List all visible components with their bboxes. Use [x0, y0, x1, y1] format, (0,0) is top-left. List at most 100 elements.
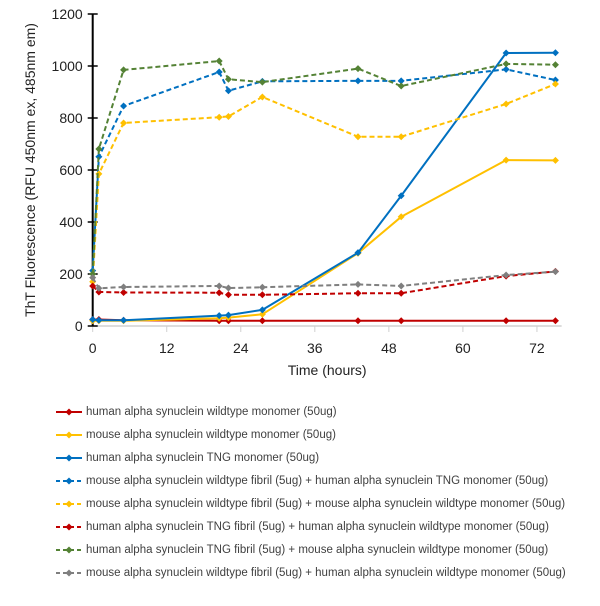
data-point [502, 100, 510, 108]
data-point [551, 80, 559, 88]
series-2 [89, 156, 559, 325]
data-point [95, 316, 103, 324]
data-point [224, 87, 232, 95]
data-point [502, 49, 510, 57]
y-tick-label: 200 [59, 266, 83, 282]
data-point [95, 170, 103, 178]
data-point [258, 283, 266, 291]
data-point [120, 316, 128, 324]
data-point [215, 113, 223, 121]
y-tick-label: 400 [59, 214, 83, 230]
series-line [92, 270, 556, 296]
legend-item: human alpha synuclein wildtype monomer (… [55, 400, 595, 423]
legend-label: human alpha synuclein wildtype monomer (… [86, 405, 337, 418]
data-point [95, 284, 103, 292]
data-point [120, 66, 128, 74]
series-5 [89, 80, 559, 286]
legend-item: mouse alpha synuclein wildtype monomer (… [55, 423, 595, 446]
y-tick-label: 800 [59, 110, 83, 126]
series-line [92, 159, 556, 322]
y-tick-label: 1200 [52, 6, 83, 22]
x-tick-label: 0 [89, 340, 97, 356]
data-point [89, 270, 97, 278]
data-point [215, 68, 223, 76]
legend-swatch [56, 477, 82, 484]
legend-item: mouse alpha synuclein wildtype fibril (5… [55, 561, 595, 584]
data-point [224, 75, 232, 83]
series-line [91, 83, 556, 282]
chart: 0 12 24 36 48 60 72 0 200 400 600 800 1000 1200 Time (… [22, 6, 562, 378]
data-point [354, 133, 362, 141]
data-point [95, 288, 103, 296]
legend-item: mouse alpha synuclein wildtype fibril (5… [55, 492, 595, 515]
data-point [397, 133, 405, 141]
data-point [502, 271, 510, 279]
legend-item: human alpha synuclein TNG fibril (5ug) +… [55, 538, 595, 561]
data-point [224, 291, 232, 299]
x-tick-label: 24 [233, 340, 249, 356]
x-tick-label: 60 [455, 340, 471, 356]
data-point [258, 291, 266, 299]
data-point [354, 280, 362, 288]
x-tick-label: 36 [307, 340, 323, 356]
data-point [215, 282, 223, 290]
data-point [502, 156, 510, 164]
y-axis-label: ThT Fluorescence (RFU 450nm ex, 485nm em… [22, 23, 38, 317]
data-point [354, 77, 362, 85]
data-point [502, 60, 510, 68]
data-point [397, 282, 405, 290]
legend-label: mouse alpha synuclein wildtype fibril (5… [86, 474, 549, 487]
x-tick-label: 12 [159, 340, 175, 356]
legend-item: human alpha synuclein TNG fibril (5ug) +… [55, 515, 595, 538]
data-point [354, 249, 362, 257]
data-point [397, 192, 405, 200]
legend-swatch [56, 408, 82, 415]
data-point [215, 289, 223, 297]
data-point [258, 310, 266, 318]
data-point [258, 93, 266, 101]
legend-label: mouse alpha synuclein wildtype fibril (5… [86, 566, 566, 579]
data-point [120, 119, 128, 127]
data-point [551, 61, 559, 69]
data-point [258, 306, 266, 314]
data-point [89, 274, 97, 282]
data-point [551, 76, 559, 84]
data-point [89, 282, 97, 290]
y-tick-label: 0 [75, 318, 83, 334]
data-point [354, 317, 362, 325]
series-line [91, 60, 556, 275]
legend-swatch [56, 523, 82, 530]
legend-swatch [56, 569, 82, 576]
legend-label: human alpha synuclein TNG fibril (5ug) +… [86, 520, 549, 533]
series-line [91, 270, 556, 290]
data-point [397, 77, 405, 85]
data-point [215, 57, 223, 65]
data-point [224, 311, 232, 319]
data-point [397, 317, 405, 325]
data-point [120, 102, 128, 110]
data-point [551, 156, 559, 164]
series-line [92, 51, 556, 322]
x-axis-label: Time (hours) [288, 362, 367, 378]
legend-label: human alpha synuclein TNG fibril (5ug) +… [86, 543, 549, 556]
y-tick-label: 600 [59, 162, 83, 178]
legend-item: human alpha synuclein TNG monomer (50ug) [55, 446, 595, 469]
data-point [551, 268, 559, 276]
data-point [551, 317, 559, 325]
legend-swatch [56, 431, 82, 438]
legend-label: human alpha synuclein TNG monomer (50ug) [86, 451, 320, 464]
data-point [397, 213, 405, 221]
data-point [258, 78, 266, 86]
legend: human alpha synuclein wildtype monomer (… [55, 400, 595, 584]
data-point [397, 289, 405, 297]
data-point [502, 317, 510, 325]
x-tick-label: 48 [381, 340, 397, 356]
data-point [95, 145, 103, 153]
series-3 [89, 49, 559, 324]
data-point [224, 284, 232, 292]
data-point [120, 283, 128, 291]
data-point [397, 82, 405, 90]
legend-item: mouse alpha synuclein wildtype fibril (5… [55, 469, 595, 492]
data-point [502, 65, 510, 73]
series-8 [89, 268, 559, 292]
